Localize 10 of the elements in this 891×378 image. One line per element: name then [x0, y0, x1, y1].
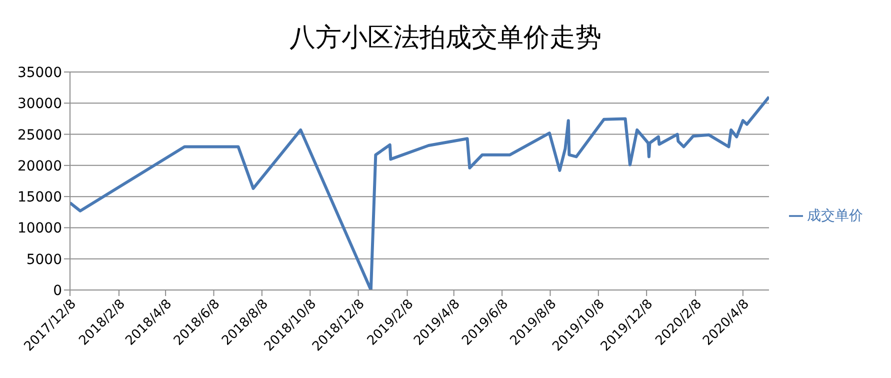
y-tick-label: 20000	[17, 158, 62, 174]
y-tick-label: 25000	[17, 127, 62, 144]
y-tick-label: 10000	[17, 220, 62, 237]
y-tick-label: 35000	[17, 64, 62, 81]
y-tick-label: 5000	[26, 252, 62, 268]
y-tick-label: 0	[53, 282, 62, 299]
y-tick-label: 15000	[17, 190, 62, 206]
chart-title: 八方小区法拍成交单价走势	[288, 22, 602, 55]
y-tick-label: 30000	[17, 96, 62, 112]
legend-label: 成交单价	[807, 208, 863, 224]
